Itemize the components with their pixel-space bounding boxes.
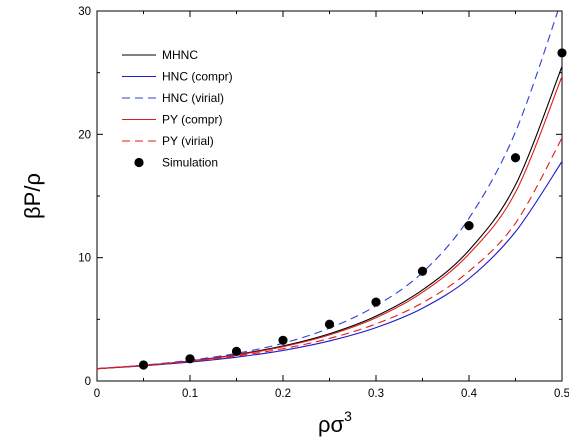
x-tick-label: 0.4 <box>461 388 478 400</box>
legend-label-simulation: Simulation <box>162 156 218 170</box>
x-tick-label: 0.2 <box>275 388 291 400</box>
simulation-point-9 <box>557 48 567 58</box>
legend-label-3: PY (compr) <box>162 113 222 127</box>
simulation-points <box>138 48 567 370</box>
simulation-point-8 <box>510 153 521 163</box>
y-tick-label: 0 <box>85 376 91 388</box>
simulation-point-7 <box>464 221 474 231</box>
simulation-point-4 <box>324 319 335 329</box>
y-tick-label: 20 <box>78 129 91 141</box>
x-tick-label: 0.3 <box>368 388 384 400</box>
simulation-point-0 <box>138 360 149 370</box>
simulation-point-6 <box>417 266 428 276</box>
series-lines <box>97 11 562 370</box>
simulation-point-3 <box>278 335 288 345</box>
legend-swatch-simulation <box>134 157 144 168</box>
x-tick-label: 0.1 <box>182 388 198 400</box>
x-axis-label-exponent: 3 <box>344 408 352 424</box>
series-line-1 <box>97 161 562 370</box>
legend-label-1: HNC (compr) <box>162 70 233 84</box>
simulation-point-2 <box>231 346 242 356</box>
series-line-4 <box>97 137 562 370</box>
simulation-point-1 <box>185 354 195 364</box>
legend-label-0: MHNC <box>162 48 198 62</box>
series-line-2 <box>97 11 559 370</box>
x-tick-label: 0.5 <box>554 388 569 400</box>
axis-ticks: 0 0.1 0.2 0.3 0.4 0.5 0 10 20 30 <box>78 6 569 400</box>
y-axis-label: βP/ρ <box>20 173 45 219</box>
y-tick-label: 30 <box>78 6 91 18</box>
simulation-point-5 <box>371 297 381 307</box>
legend-label-2: HNC (virial) <box>162 91 224 105</box>
legend-label-4: PY (virial) <box>162 134 214 148</box>
y-tick-label: 10 <box>78 253 91 265</box>
x-axis-label-base: ρσ <box>318 412 345 437</box>
legend: MHNC HNC (compr) HNC (virial) PY (compr) PY … <box>122 48 233 170</box>
x-tick-label: 0 <box>94 388 100 400</box>
x-axis-label: ρσ3 <box>318 408 352 437</box>
